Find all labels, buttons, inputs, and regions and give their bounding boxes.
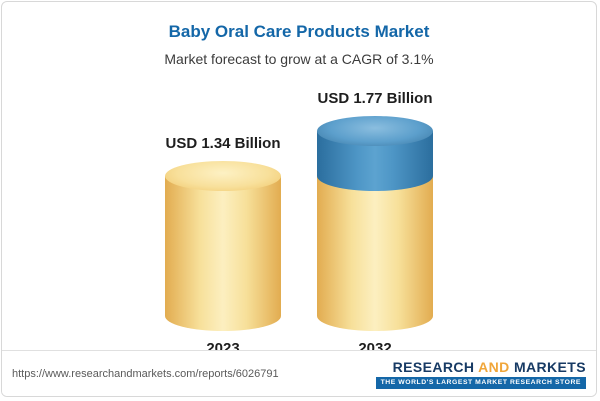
- report-url-link[interactable]: https://www.researchandmarkets.com/repor…: [12, 367, 279, 380]
- bar-2023-cylinder-body: [165, 176, 281, 316]
- logo-word-research: RESEARCH: [392, 358, 475, 375]
- bar-2023: USD 1.34 Billion 2023: [165, 135, 281, 357]
- chart-title: Baby Oral Care Products Market: [168, 22, 430, 41]
- bar-2023-cylinder: [165, 161, 281, 331]
- bar-2023-cylinder-bottom: [165, 301, 281, 331]
- logo-wordmark: RESEARCH AND MARKETS: [393, 359, 586, 375]
- cylinder-bar-chart: USD 1.34 Billion 2023 USD 1.77 Billion 2…: [2, 90, 596, 357]
- bar-2032-cylinder-bottom: [317, 301, 433, 331]
- bar-2032-growth-top: [317, 116, 433, 146]
- logo-tagline: THE WORLD'S LARGEST MARKET RESEARCH STOR…: [375, 376, 586, 389]
- footer: https://www.researchandmarkets.com/repor…: [2, 350, 596, 396]
- bar-2023-cylinder-top: [165, 161, 281, 191]
- research-and-markets-logo[interactable]: RESEARCH AND MARKETS THE WORLD'S LARGEST…: [375, 359, 586, 389]
- logo-word-markets: MARKETS: [513, 358, 586, 375]
- bar-2032-growth-bottom: [317, 161, 433, 191]
- bar-2032: USD 1.77 Billion 2032: [317, 90, 433, 357]
- bar-2023-value-label: USD 1.34 Billion: [165, 135, 281, 152]
- bar-2032-cylinder: [317, 116, 433, 331]
- chart-subtitle: Market forecast to grow at a CAGR of 3.1…: [164, 51, 434, 67]
- bar-2032-value-label: USD 1.77 Billion: [317, 90, 433, 107]
- logo-word-and: AND: [478, 358, 510, 375]
- bar-2032-growth-segment: [317, 116, 433, 191]
